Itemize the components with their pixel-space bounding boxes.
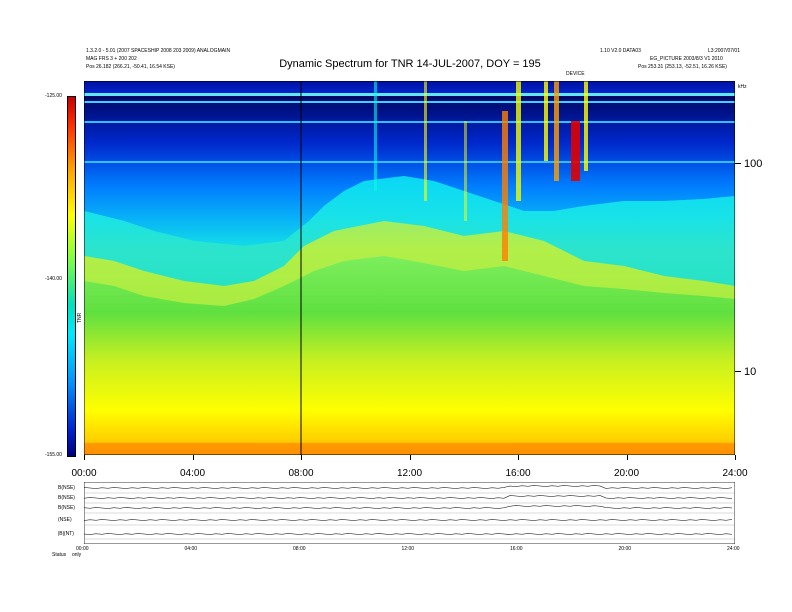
header-left-pos-value: 26.182 (266.21, -50.41, 16.54 KSE)	[96, 64, 175, 70]
panel-x-tick-label: 00:00	[76, 546, 89, 552]
header-left-line1: 1.3.2.0 - 5.01 (2007 SPACESHIP 2008 203 …	[86, 48, 231, 54]
panel-trace	[84, 495, 733, 499]
artifact-line-4	[84, 161, 735, 163]
chart-title: Dynamic Spectrum for TNR 14-JUL-2007, DO…	[279, 58, 541, 70]
panel-x-tick-label: 04:00	[184, 546, 198, 552]
radio-bursts	[374, 81, 588, 261]
header-right-line1b: L3:2007/07/01	[708, 48, 740, 54]
y-tick-10: 10	[744, 366, 757, 378]
x-tick-mark	[301, 455, 302, 460]
x-tick-mark	[518, 455, 519, 460]
panel-trace	[84, 505, 733, 509]
panel-trace	[84, 519, 733, 521]
y-tick-mark-10	[735, 371, 741, 372]
header-right-pos-value: 253.31 (253.13, -52.51, 16.26 KSE)	[648, 64, 727, 70]
header-right-pos-label: Pos	[638, 64, 647, 70]
panel-x-tick-label: 20:00	[618, 546, 632, 552]
panel-trace	[84, 485, 733, 489]
header-left-pos-label: Pos	[86, 64, 95, 70]
header-right-line1: 1.10 V2.0 DATA03	[600, 48, 641, 54]
artifact-line-1	[84, 93, 735, 96]
panel-row-label: |B|(NT)	[58, 531, 74, 537]
panel-x-tick-label: 12:00	[401, 546, 415, 552]
x-tick-label: 04:00	[179, 468, 206, 479]
x-tick-label: 00:00	[71, 468, 97, 479]
panel-x-tick-label: 24:00	[727, 546, 740, 552]
colorbar-label: TNR	[77, 312, 83, 323]
panel-row-label: B(NSE)	[58, 495, 75, 501]
dynamic-spectrum-plot	[84, 81, 735, 455]
panel-row-label: (NSE)	[58, 517, 72, 523]
x-tick-mark	[735, 455, 736, 460]
x-tick-label: 12:00	[396, 468, 423, 479]
y-tick-100: 100	[744, 158, 763, 170]
x-tick-mark	[84, 455, 85, 460]
footer-status-value: only	[72, 552, 82, 558]
header-left-line2: MAG FRS 3 + 200 202	[86, 56, 137, 62]
bottom-emission-band	[84, 443, 735, 455]
y-unit: kHz	[738, 84, 747, 90]
x-tick-label: 16:00	[505, 468, 531, 479]
lower-timeseries-panel	[84, 482, 735, 544]
x-tick-mark	[626, 455, 628, 460]
header-right-line2: EG_PICTURE 2003/8/3 V1 2010	[650, 56, 723, 62]
colorbar-tick-mid: -140.00	[45, 276, 62, 282]
colorbar	[67, 96, 76, 457]
x-tick-mark	[192, 455, 194, 460]
yellow-green-band	[84, 221, 735, 306]
panel-trace	[84, 533, 733, 535]
footer-status-label: Status	[52, 552, 67, 558]
panel-row-label: B(NSE)	[58, 485, 75, 491]
cyan-band	[84, 176, 735, 286]
x-tick-label: 20:00	[613, 468, 640, 479]
x-tick-label: 24:00	[722, 468, 748, 479]
colorbar-tick-top: -125.00	[45, 93, 62, 99]
x-tick-mark	[409, 455, 411, 460]
y-tick-mark-100	[735, 163, 741, 164]
x-tick-label: 08:00	[288, 468, 314, 479]
colorbar-tick-bottom: -155.00	[45, 452, 62, 458]
panel-x-tick-label: 08:00	[293, 546, 306, 552]
panel-row-label: B(NSE)	[58, 505, 75, 511]
artifact-line-3	[84, 121, 735, 123]
device-marker-label: DEVICE	[566, 71, 585, 77]
artifact-line-2	[84, 101, 735, 103]
panel-x-tick-label: 16:00	[510, 546, 523, 552]
